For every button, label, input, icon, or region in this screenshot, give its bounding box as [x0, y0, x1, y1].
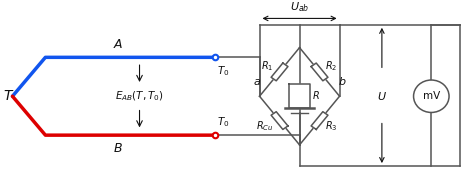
- Text: $R_{Cu}$: $R_{Cu}$: [256, 119, 274, 133]
- Text: $U_{ab}$: $U_{ab}$: [290, 1, 309, 14]
- Text: $R$: $R$: [312, 89, 320, 101]
- Text: $T$: $T$: [3, 89, 15, 103]
- Polygon shape: [271, 112, 288, 129]
- Text: mV: mV: [423, 91, 440, 101]
- Text: $E_{AB}(T,T_0)$: $E_{AB}(T,T_0)$: [115, 89, 164, 103]
- Ellipse shape: [413, 80, 449, 112]
- Text: $T_0$: $T_0$: [217, 64, 230, 78]
- Text: $R_2$: $R_2$: [325, 59, 337, 73]
- Polygon shape: [289, 84, 310, 108]
- Text: $R_3$: $R_3$: [325, 119, 338, 133]
- Polygon shape: [311, 63, 328, 81]
- Text: $a$: $a$: [253, 77, 261, 87]
- Text: $b$: $b$: [337, 75, 346, 87]
- Text: $T_0$: $T_0$: [217, 115, 230, 129]
- Text: $U$: $U$: [377, 90, 387, 102]
- Text: A: A: [114, 38, 123, 51]
- Polygon shape: [271, 63, 288, 81]
- Text: $R_1$: $R_1$: [261, 59, 274, 73]
- Polygon shape: [311, 112, 328, 129]
- Text: B: B: [114, 142, 123, 155]
